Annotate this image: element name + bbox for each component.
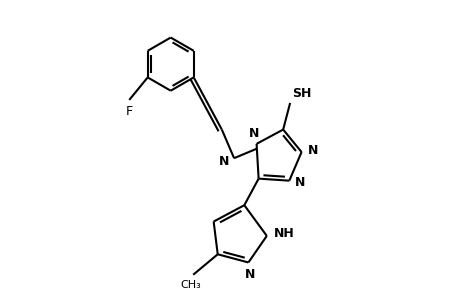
Text: SH: SH — [291, 87, 311, 100]
Text: N: N — [245, 268, 255, 281]
Text: F: F — [125, 105, 133, 118]
Text: N: N — [218, 155, 229, 168]
Text: N: N — [308, 143, 318, 157]
Text: NH: NH — [274, 227, 294, 240]
Text: CH₃: CH₃ — [180, 280, 201, 290]
Text: N: N — [294, 176, 305, 189]
Text: N: N — [249, 127, 259, 140]
